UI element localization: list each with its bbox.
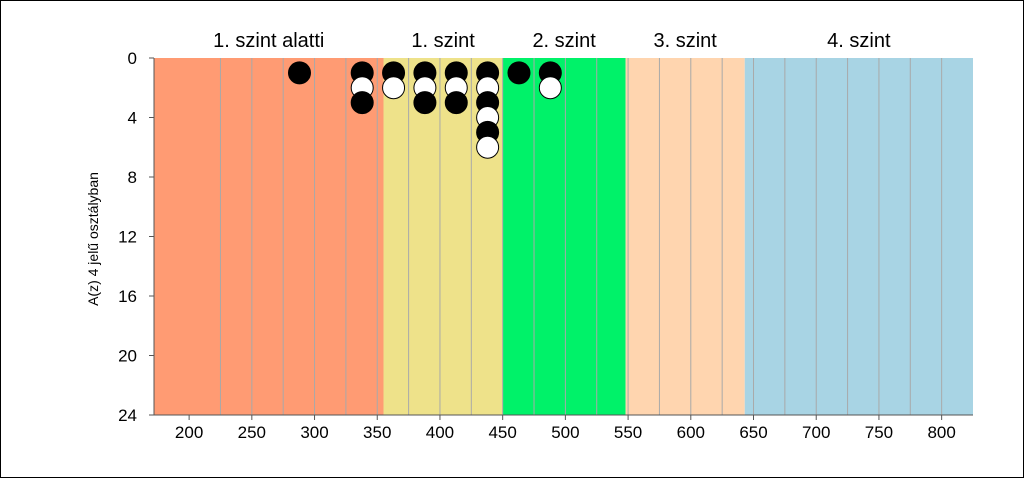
data-point-black	[287, 61, 311, 85]
y-tick-label: 16	[118, 287, 137, 306]
x-tick-label: 600	[677, 423, 705, 442]
y-tick-label: 24	[118, 406, 137, 425]
level-band-1	[154, 58, 384, 415]
y-tick-label: 4	[128, 109, 137, 128]
level-label-4: 3. szint	[653, 30, 717, 52]
y-tick-label: 12	[118, 228, 137, 247]
x-tick-label: 200	[175, 423, 203, 442]
data-point-white	[476, 135, 500, 159]
x-tick-label: 300	[300, 423, 328, 442]
x-tick-label: 400	[426, 423, 454, 442]
gridlines	[219, 58, 943, 415]
y-tick-label: 8	[128, 168, 137, 187]
data-point-white	[382, 76, 406, 100]
data-point-white	[538, 76, 562, 100]
level-band-3	[502, 58, 626, 415]
data-point-black	[413, 91, 437, 115]
x-tick-label: 800	[927, 423, 955, 442]
level-label-2: 1. szint	[411, 30, 475, 52]
level-label-3: 2. szint	[532, 30, 596, 52]
level-band-4	[625, 58, 745, 415]
data-point-black	[507, 61, 531, 85]
x-tick-label: 700	[802, 423, 830, 442]
level-label-5: 4. szint	[827, 30, 891, 52]
x-tick-label: 750	[865, 423, 893, 442]
axis-ticks: 200 250 300 350 400 450 500 550 600 650 700 750 800 0…	[118, 49, 973, 442]
data-point-black	[350, 91, 374, 115]
y-tick-label: 0	[128, 49, 137, 68]
x-tick-label: 550	[614, 423, 642, 442]
x-tick-label: 650	[739, 423, 767, 442]
y-tick-label: 20	[118, 347, 137, 366]
level-labels: 1. szint alatti 1. szint 2. szint 3. szint 4…	[213, 30, 891, 52]
x-tick-label: 350	[363, 423, 391, 442]
level-band-5	[744, 58, 973, 415]
data-point-black	[444, 91, 468, 115]
x-tick-label: 450	[488, 423, 516, 442]
y-axis-label: A(z) 4 jelű osztályban	[85, 172, 101, 306]
data-points	[287, 61, 562, 159]
level-label-1: 1. szint alatti	[213, 30, 324, 52]
x-tick-label: 250	[238, 423, 266, 442]
level-bands	[154, 58, 973, 415]
x-tick-label: 500	[551, 423, 579, 442]
